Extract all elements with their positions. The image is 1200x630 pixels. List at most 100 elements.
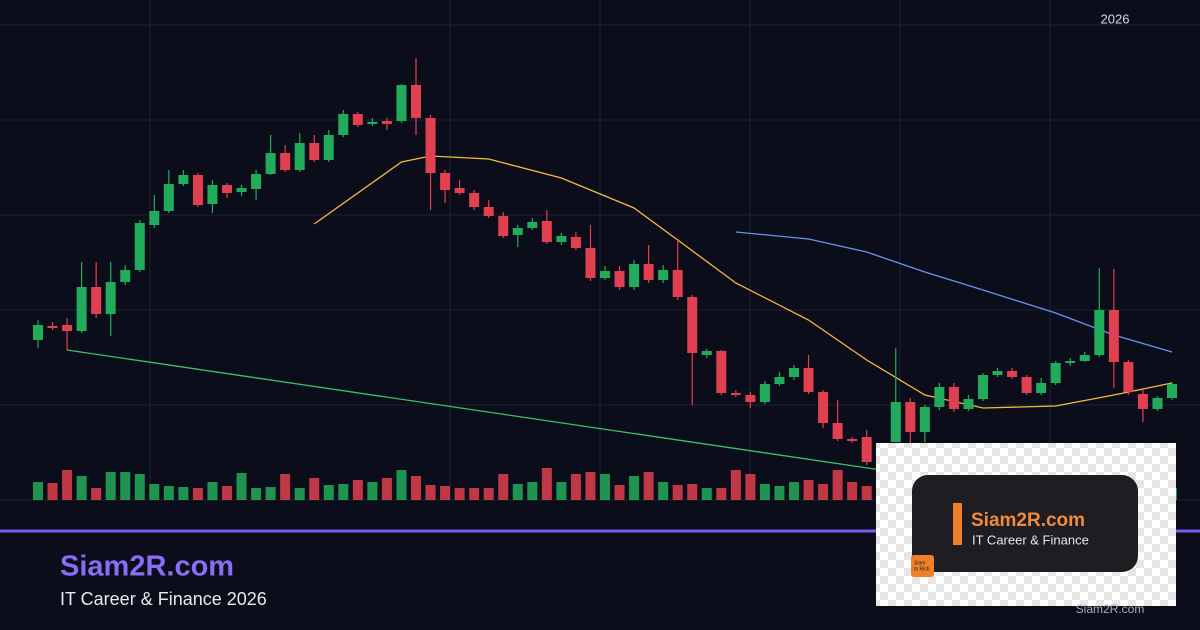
volume-bar xyxy=(556,482,567,500)
candle-body xyxy=(265,153,276,174)
volume-bar xyxy=(440,486,451,500)
candle-body xyxy=(425,118,436,173)
volume-bar xyxy=(803,480,814,500)
candle-body xyxy=(934,387,945,407)
candle-body xyxy=(280,153,291,170)
candle-body xyxy=(483,207,494,216)
volume-bar xyxy=(585,472,596,500)
candle-body xyxy=(1036,383,1047,393)
candle-body xyxy=(396,85,407,121)
candle-body xyxy=(251,174,262,189)
moving-average xyxy=(66,349,882,471)
volume-bar xyxy=(265,487,276,500)
volume-bar xyxy=(861,486,872,500)
candle-body xyxy=(178,175,189,184)
candle-body xyxy=(629,264,640,287)
badge-line: Siam xyxy=(914,560,925,566)
volume-bar xyxy=(512,484,523,500)
candle-body xyxy=(600,271,610,278)
volume-bar xyxy=(774,486,785,500)
volume-bar xyxy=(105,472,116,500)
volume-bar xyxy=(396,470,407,500)
candle-body xyxy=(1065,361,1076,363)
footer-title: Siam2R.com xyxy=(60,551,234,583)
candle-body xyxy=(919,407,930,432)
volume-bar xyxy=(847,482,858,500)
volume-bar xyxy=(251,488,262,500)
candle-body xyxy=(91,287,102,314)
volume-bar xyxy=(33,482,43,500)
candle-body xyxy=(134,223,145,270)
candle-body xyxy=(527,222,538,228)
volume-bar xyxy=(411,476,421,500)
candle-body xyxy=(33,325,43,340)
candle-body xyxy=(1167,384,1177,398)
candle-body xyxy=(120,270,131,282)
volume-bar xyxy=(469,488,480,500)
volume-bar xyxy=(323,485,334,500)
candle-body xyxy=(440,173,451,190)
candle-body xyxy=(1094,310,1105,355)
badge-line: to Rich xyxy=(914,566,930,572)
candle-body xyxy=(1137,394,1148,409)
candle-body xyxy=(454,188,465,193)
volume-bar xyxy=(280,474,291,500)
volume-bar xyxy=(309,478,320,500)
card xyxy=(912,475,1138,572)
volume-bar xyxy=(600,474,610,500)
candle-body xyxy=(76,287,87,331)
volume-bar xyxy=(629,476,640,500)
volume-bar xyxy=(192,488,203,500)
volume-bar xyxy=(745,474,756,500)
volume-bar xyxy=(367,482,378,500)
candle-body xyxy=(338,114,349,135)
candle-body xyxy=(774,377,785,384)
candle-body xyxy=(192,175,203,205)
volume-bar xyxy=(47,483,58,500)
volume-bar xyxy=(701,488,712,500)
candle-body xyxy=(978,375,988,399)
candle-body xyxy=(643,264,654,280)
volume-bar xyxy=(498,474,509,500)
volume-bar xyxy=(134,474,145,500)
candle-body xyxy=(469,193,480,207)
candle-body xyxy=(963,399,974,409)
candle-body xyxy=(745,395,756,402)
volume-bar xyxy=(178,487,189,500)
candle-body xyxy=(1050,363,1061,383)
moving-average xyxy=(313,155,1173,409)
volume-bar xyxy=(62,470,73,500)
candle-body xyxy=(803,368,814,392)
card-title: Siam2R.com xyxy=(971,510,1085,531)
volume-bar xyxy=(120,472,131,500)
candle-body xyxy=(992,371,1003,375)
footer-subtitle: IT Career & Finance 2026 xyxy=(60,589,267,609)
card-subtitle: IT Career & Finance xyxy=(972,532,1089,547)
candle-body xyxy=(847,439,858,441)
volume-bar xyxy=(570,474,581,500)
volume-bar xyxy=(91,488,102,500)
logo-card: Siam2R.com IT Career & Finance Siam to R… xyxy=(876,443,1176,616)
candle-body xyxy=(861,437,872,462)
volume-bar xyxy=(76,476,87,500)
candle-body xyxy=(294,143,305,170)
volume-bar xyxy=(381,478,392,500)
candle-body xyxy=(672,270,683,297)
candle-body xyxy=(1152,398,1163,409)
candle-body xyxy=(207,185,218,204)
candle-body xyxy=(541,221,552,242)
candle-body xyxy=(1021,377,1032,393)
candle-body xyxy=(367,122,378,124)
volume-bar xyxy=(483,488,494,500)
candle-body xyxy=(570,237,581,248)
candle-body xyxy=(905,402,916,432)
volume-bar xyxy=(614,485,625,500)
candle-body xyxy=(323,135,334,160)
candle-body xyxy=(614,271,625,287)
volume-bar xyxy=(527,482,538,500)
candle-body xyxy=(948,387,959,409)
candle-body xyxy=(658,270,669,280)
candle-body xyxy=(62,325,73,331)
volume-bar xyxy=(643,472,654,500)
